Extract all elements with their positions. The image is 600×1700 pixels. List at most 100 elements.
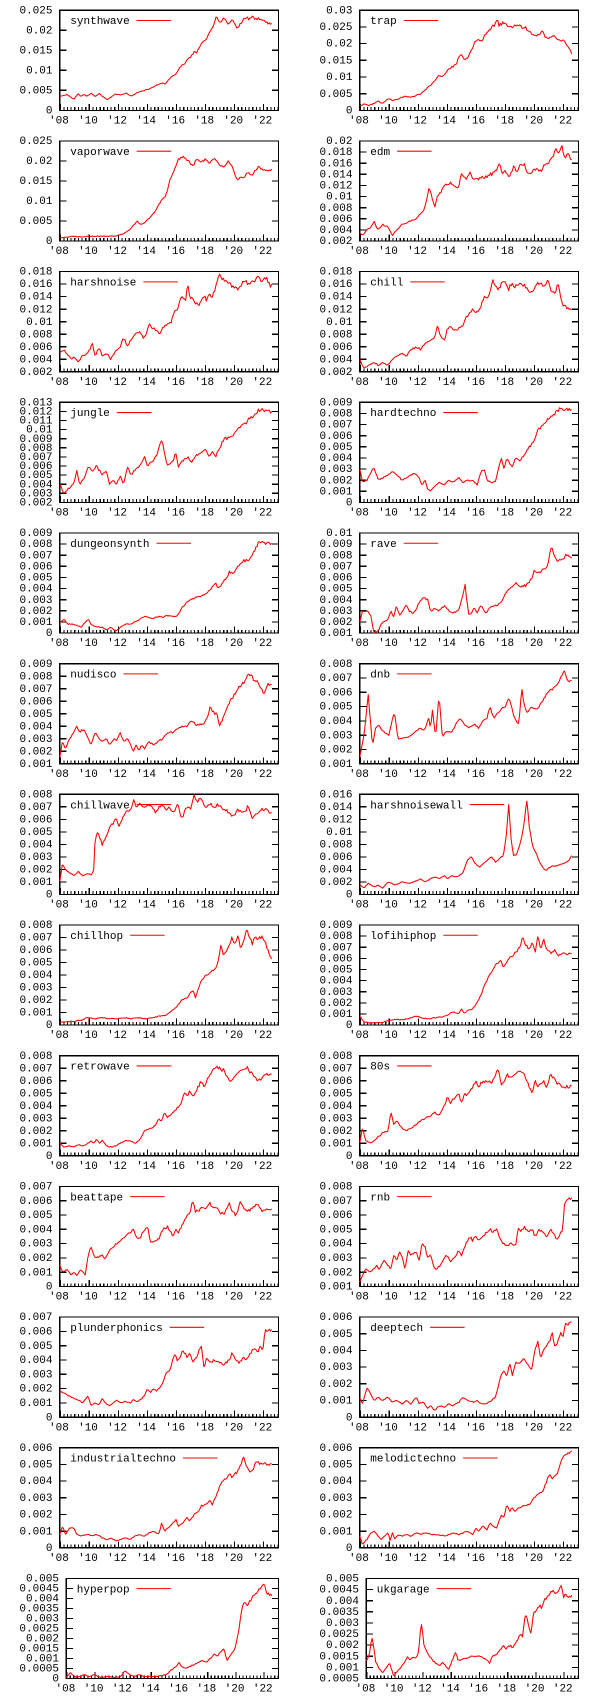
svg-text:0.007: 0.007	[319, 673, 352, 685]
svg-text:0.005: 0.005	[326, 1574, 359, 1586]
svg-text:'20: '20	[225, 1684, 245, 1696]
svg-text:0.005: 0.005	[19, 1210, 52, 1222]
svg-text:deeptech: deeptech	[370, 1323, 423, 1335]
svg-text:0.014: 0.014	[319, 802, 352, 814]
svg-text:0.001: 0.001	[19, 877, 52, 889]
svg-text:'12: '12	[407, 115, 427, 127]
svg-text:0.007: 0.007	[319, 561, 352, 573]
svg-text:'08: '08	[349, 1422, 369, 1434]
svg-text:0.007: 0.007	[19, 452, 52, 464]
svg-text:0.008: 0.008	[19, 789, 52, 801]
svg-text:0.005: 0.005	[19, 573, 52, 585]
svg-text:'16: '16	[165, 246, 185, 258]
svg-text:'20: '20	[523, 246, 543, 258]
svg-text:0.002: 0.002	[319, 1379, 352, 1391]
svg-text:0.001: 0.001	[19, 759, 52, 771]
svg-text:0.002: 0.002	[319, 1267, 352, 1279]
svg-text:chillhop: chillhop	[70, 931, 123, 943]
svg-text:'12: '12	[107, 1292, 127, 1304]
svg-text:0.015: 0.015	[19, 176, 52, 188]
svg-text:'10: '10	[78, 507, 98, 519]
svg-text:0: 0	[346, 1151, 353, 1163]
svg-text:nudisco: nudisco	[70, 670, 116, 682]
svg-text:'16: '16	[465, 1030, 485, 1042]
svg-text:0: 0	[46, 105, 53, 117]
svg-text:0.007: 0.007	[19, 550, 52, 562]
svg-text:0.006: 0.006	[319, 1210, 352, 1222]
svg-text:0.001: 0.001	[19, 1398, 52, 1410]
svg-text:0.002: 0.002	[19, 865, 52, 877]
svg-text:'18: '18	[494, 769, 514, 781]
svg-text:0.006: 0.006	[319, 1443, 352, 1455]
svg-text:'22: '22	[252, 246, 272, 258]
svg-text:rnb: rnb	[370, 1192, 390, 1204]
svg-text:0.004: 0.004	[19, 839, 52, 851]
svg-text:'22: '22	[252, 1422, 272, 1434]
svg-text:ukgarage: ukgarage	[377, 1584, 430, 1596]
svg-text:0.003: 0.003	[26, 1614, 59, 1626]
svg-text:0.012: 0.012	[19, 406, 52, 418]
svg-text:0.005: 0.005	[19, 85, 52, 97]
svg-text:80s: 80s	[370, 1062, 390, 1074]
svg-text:0.005: 0.005	[19, 470, 52, 482]
svg-text:'18: '18	[494, 1553, 514, 1565]
svg-text:0.004: 0.004	[19, 1355, 52, 1367]
svg-text:'14: '14	[136, 1292, 156, 1304]
svg-text:'10: '10	[78, 1292, 98, 1304]
svg-text:'18: '18	[194, 1161, 214, 1173]
svg-text:0.005: 0.005	[19, 1088, 52, 1100]
svg-text:'14: '14	[136, 1422, 156, 1434]
svg-text:0.001: 0.001	[19, 1008, 52, 1020]
svg-text:0.003: 0.003	[319, 1253, 352, 1265]
svg-text:0.002: 0.002	[19, 1253, 52, 1265]
svg-text:'20: '20	[223, 900, 243, 912]
svg-text:0.008: 0.008	[319, 1051, 352, 1063]
svg-text:retrowave: retrowave	[70, 1062, 129, 1074]
svg-text:'08: '08	[49, 1161, 69, 1173]
svg-text:'14: '14	[436, 246, 456, 258]
svg-text:0.004: 0.004	[326, 1596, 359, 1608]
svg-text:'20: '20	[523, 1030, 543, 1042]
svg-text:'20: '20	[223, 1030, 243, 1042]
svg-text:'08: '08	[49, 638, 69, 650]
svg-text:0.003: 0.003	[19, 1113, 52, 1125]
svg-text:0.03: 0.03	[326, 5, 352, 17]
svg-text:0.014: 0.014	[319, 169, 352, 181]
svg-text:'14: '14	[436, 377, 456, 389]
svg-text:0.002: 0.002	[319, 236, 352, 248]
svg-text:'10: '10	[378, 1161, 398, 1173]
svg-text:0.025: 0.025	[19, 136, 52, 148]
svg-text:0.007: 0.007	[19, 1312, 52, 1324]
svg-text:'20: '20	[223, 246, 243, 258]
svg-text:'16: '16	[165, 769, 185, 781]
svg-text:'18: '18	[494, 1422, 514, 1434]
svg-text:'18: '18	[494, 115, 514, 127]
svg-text:'22: '22	[252, 1161, 272, 1173]
svg-text:'20: '20	[523, 115, 543, 127]
svg-text:0.008: 0.008	[19, 539, 52, 551]
svg-text:0.025: 0.025	[319, 22, 352, 34]
svg-text:'12: '12	[407, 638, 427, 650]
svg-text:0.003: 0.003	[319, 606, 352, 618]
svg-text:'22: '22	[252, 638, 272, 650]
svg-text:0.01: 0.01	[326, 317, 353, 329]
svg-text:'18: '18	[496, 1684, 516, 1696]
svg-text:0.011: 0.011	[19, 416, 52, 428]
svg-text:'08: '08	[49, 769, 69, 781]
svg-text:'20: '20	[223, 1553, 243, 1565]
svg-text:0.02: 0.02	[26, 156, 52, 168]
svg-text:0: 0	[46, 628, 53, 640]
svg-text:'10: '10	[378, 246, 398, 258]
svg-text:0: 0	[46, 236, 53, 248]
svg-text:edm: edm	[370, 147, 390, 159]
svg-text:0: 0	[346, 1412, 353, 1424]
svg-text:'18: '18	[194, 507, 214, 519]
svg-text:0.006: 0.006	[319, 431, 352, 443]
svg-text:0.005: 0.005	[319, 1224, 352, 1236]
svg-text:'12: '12	[407, 900, 427, 912]
svg-text:'10: '10	[78, 246, 98, 258]
svg-text:0.005: 0.005	[319, 1460, 352, 1472]
svg-text:0.004: 0.004	[319, 1101, 352, 1113]
svg-text:'08: '08	[349, 900, 369, 912]
svg-text:0.007: 0.007	[319, 1196, 352, 1208]
